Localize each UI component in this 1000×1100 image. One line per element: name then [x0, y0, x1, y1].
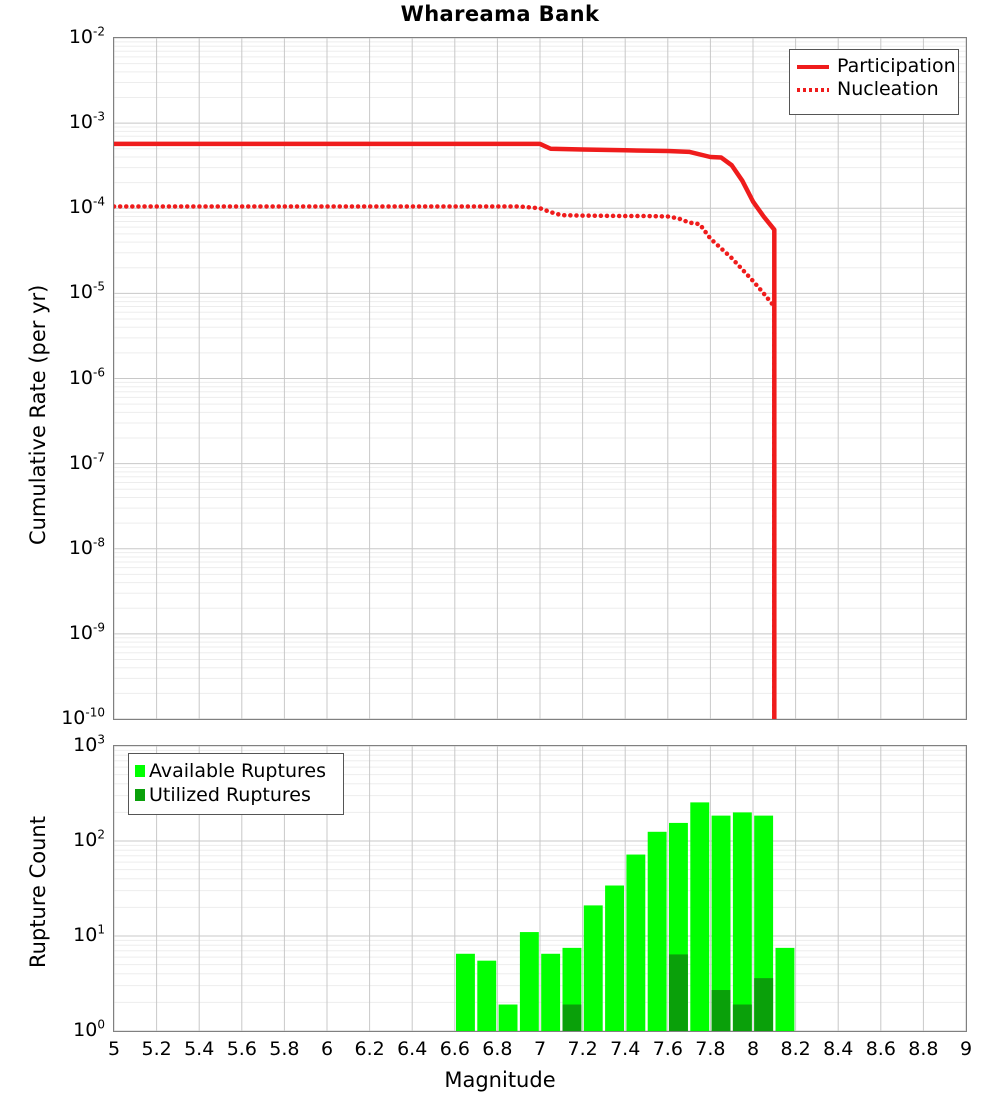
x-tick-label: 8.2	[780, 1038, 811, 1060]
bar-available	[775, 947, 795, 1031]
legend-label-utilized-ruptures: Utilized Ruptures	[149, 783, 311, 806]
series-participation	[114, 141, 777, 719]
bar-utilized	[562, 1004, 582, 1031]
bar-available	[519, 932, 539, 1031]
x-tick-label: 8.8	[908, 1038, 939, 1060]
bar-utilized	[732, 1004, 752, 1031]
y-tick-label: 10-8	[68, 535, 105, 559]
rupture-count-y-axis-label: Rupture Count	[26, 816, 50, 968]
x-tick-label: 6.8	[482, 1038, 513, 1060]
y-tick-label: 10-5	[68, 280, 105, 304]
bar-available	[626, 854, 646, 1031]
series-nucleation	[114, 204, 777, 719]
bar-available	[605, 885, 624, 1031]
legend-item-nucleation[interactable]: Nucleation	[796, 78, 949, 101]
x-axis-label: Magnitude	[444, 1068, 556, 1092]
x-tick-label: 8	[746, 1038, 760, 1060]
x-tick-label: 9	[959, 1038, 973, 1060]
cumulative-rate-legend: Participation Nucleation	[789, 49, 959, 115]
bar-available	[477, 960, 497, 1031]
legend-item-available-ruptures[interactable]: Available Ruptures	[135, 759, 334, 783]
bar-available	[647, 831, 667, 1031]
bar-available	[583, 905, 603, 1031]
rupture-count-legend: Available Ruptures Utilized Ruptures	[128, 753, 344, 815]
x-tick-label: 6.6	[439, 1038, 470, 1060]
legend-label-nucleation: Nucleation	[837, 78, 939, 100]
legend-item-participation[interactable]: Participation	[796, 55, 956, 78]
bar-available	[498, 1004, 518, 1031]
y-tick-label: 10-9	[68, 620, 105, 644]
bar-available	[456, 953, 475, 1031]
x-tick-label: 6.2	[354, 1038, 385, 1060]
cumulative-rate-svg	[114, 38, 966, 719]
x-tick-label: 7.8	[695, 1038, 726, 1060]
legend-item-utilized-ruptures[interactable]: Utilized Ruptures	[135, 783, 334, 807]
y-tick-label: 10-4	[68, 194, 105, 219]
bar-utilized	[754, 978, 774, 1031]
bar-utilized	[669, 954, 688, 1031]
legend-label-available-ruptures: Available Ruptures	[149, 759, 326, 782]
bar-available	[541, 953, 561, 1031]
page-title: Whareama Bank	[400, 2, 600, 26]
y-tick-label: 10-6	[68, 365, 105, 389]
y-tick-label: 10-2	[68, 24, 105, 48]
bar-available	[690, 802, 710, 1031]
bar-available	[754, 815, 774, 1031]
x-tick-label: 5.2	[141, 1038, 172, 1060]
x-tick-label: 6.4	[397, 1038, 428, 1060]
x-tick-label: 7.4	[610, 1038, 641, 1060]
cumulative-rate-y-axis-label: Cumulative Rate (per yr)	[26, 284, 50, 545]
rupture-count-svg	[114, 746, 966, 1031]
y-tick-label: 10-10	[61, 705, 105, 729]
bar-available	[732, 812, 752, 1031]
bar-utilized	[711, 990, 731, 1031]
y-tick-label: 10-7	[68, 450, 105, 474]
x-tick-label: 5.8	[269, 1038, 300, 1060]
legend-label-participation: Participation	[837, 55, 956, 77]
cumulative-rate-plot	[113, 37, 967, 720]
x-tick-label: 5.4	[184, 1038, 215, 1060]
dotted-line-icon	[796, 83, 830, 97]
y-tick-label: 102	[73, 827, 105, 851]
x-tick-label: 8.4	[823, 1038, 854, 1060]
x-tick-label: 6	[320, 1038, 334, 1060]
utilized-ruptures-swatch-icon	[135, 789, 145, 801]
x-tick-label: 8.6	[865, 1038, 896, 1060]
available-ruptures-swatch-icon	[135, 765, 145, 777]
y-tick-label: 100	[73, 1017, 105, 1041]
x-tick-label: 7	[533, 1038, 547, 1060]
y-tick-label: 101	[73, 922, 105, 946]
x-tick-label: 7.2	[567, 1038, 598, 1060]
bar-available	[711, 815, 731, 1031]
y-tick-label: 10-3	[68, 109, 105, 134]
y-tick-label: 103	[73, 732, 105, 756]
solid-line-icon	[796, 60, 830, 74]
x-tick-label: 5.6	[226, 1038, 257, 1060]
x-tick-label: 7.6	[652, 1038, 683, 1060]
x-tick-label: 5	[107, 1038, 121, 1060]
